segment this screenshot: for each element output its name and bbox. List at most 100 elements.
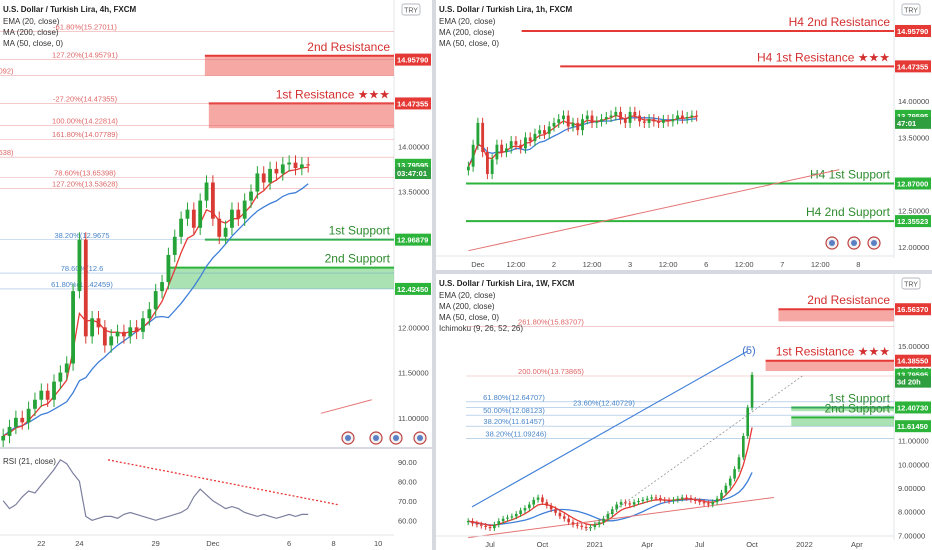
price-tag-res[interactable] — [895, 24, 931, 37]
indicator-legend-item[interactable]: MA (200, close) — [3, 28, 59, 37]
candle-body — [702, 502, 706, 504]
indicator-legend-item[interactable]: MA (50, close, 0) — [3, 39, 63, 48]
indicator-legend-item[interactable]: EMA (20, close) — [3, 17, 60, 26]
price-tag-res[interactable] — [395, 97, 431, 110]
price-tick-label: 8.00000 — [898, 508, 925, 517]
panel-divider-horizontal[interactable] — [436, 270, 932, 274]
candle-body — [545, 502, 549, 506]
candle-body — [680, 497, 684, 499]
fib-level-label: 161.80%(14.07789) — [52, 130, 118, 139]
zone-label-3: 2nd Support — [325, 252, 391, 266]
fib-level-label: 127.20%(13.53628) — [52, 179, 118, 188]
time-tick-label: Dec — [471, 260, 485, 269]
candle-body — [615, 504, 618, 510]
candle-body — [602, 518, 605, 523]
elliott-wave-label: (5) — [742, 345, 755, 357]
currency-badge[interactable] — [901, 3, 921, 16]
indicator-legend-item[interactable]: MA (50, close, 0) — [439, 313, 499, 322]
zone-label-1: 1st Resistance ★★★ — [776, 345, 890, 359]
currency-badge[interactable] — [401, 3, 421, 16]
price-tag-res[interactable] — [895, 303, 931, 316]
candle-body — [1, 435, 6, 441]
currency-badge-text: TRY — [404, 8, 418, 15]
candle-body — [96, 318, 101, 328]
panel-divider-vertical[interactable] — [432, 0, 436, 550]
price-tag-sup[interactable] — [895, 401, 931, 414]
price-tag-res[interactable] — [895, 60, 931, 73]
price-tag-timer[interactable] — [895, 375, 931, 388]
candle-body — [484, 525, 487, 527]
candle-body — [497, 521, 501, 525]
candle-body — [280, 164, 285, 174]
candle-body — [650, 497, 653, 499]
time-tick-label: Jul — [695, 540, 705, 549]
chart-title: U.S. Dollar / Turkish Lira, 4h, FXCM — [3, 5, 137, 14]
price-tag-timer[interactable] — [895, 116, 931, 129]
candle-body — [33, 399, 37, 409]
candle-body — [493, 524, 496, 529]
time-tick-label: 6 — [287, 539, 291, 548]
indicator-legend-item[interactable]: Ichimoku (9, 26, 52, 26) — [439, 324, 523, 333]
price-tag-res[interactable] — [395, 53, 431, 66]
candle-body — [524, 137, 527, 149]
price-tag-sup[interactable] — [895, 420, 931, 433]
trend-channel-line[interactable] — [471, 350, 749, 508]
candle-body — [223, 227, 228, 237]
candle-body — [554, 509, 557, 513]
candle-body — [628, 503, 632, 505]
rsi-legend[interactable]: RSI (21, close) — [3, 457, 56, 466]
candle-body — [115, 331, 120, 337]
price-tag-text: 47:01 — [897, 119, 916, 128]
rsi-trendline[interactable] — [107, 459, 339, 506]
price-tag-sup[interactable] — [895, 215, 931, 228]
price-tick-label: 12.50000 — [898, 207, 929, 216]
candle-body — [685, 117, 689, 119]
candle-body — [597, 522, 601, 525]
candle-body — [641, 499, 645, 501]
price-tag-sup[interactable] — [895, 177, 931, 190]
indicator-legend-item[interactable]: MA (200, close) — [439, 28, 495, 37]
price-tag-text: 12.87000 — [897, 179, 928, 188]
h4-chart[interactable]: 2nd Resistance 1st Resistance ★★★ 1st Supp… — [0, 0, 432, 550]
indicator-legend-item[interactable]: EMA (20, close) — [439, 17, 496, 26]
candle-body — [102, 327, 107, 346]
indicator-legend-item[interactable]: MA (200, close) — [439, 302, 495, 311]
price-tick-label: 11.00000 — [898, 437, 929, 446]
zone-label-3: 2nd Support — [825, 401, 891, 415]
zone-label-2: 1st Support — [329, 224, 391, 238]
price-tag-timer[interactable] — [395, 167, 431, 180]
candle-body — [39, 390, 44, 400]
currency-badge[interactable] — [901, 277, 921, 290]
candle-body — [217, 218, 222, 237]
zone-label-2: H4 1st Support — [810, 167, 891, 181]
candle-body — [698, 501, 701, 503]
candle-body — [663, 499, 667, 501]
price-tag-text: 12.96879 — [397, 236, 428, 245]
candle-body — [481, 122, 485, 153]
fib-level-label: 38.20%(12.9675 — [54, 231, 109, 240]
price-tag-res[interactable] — [895, 354, 931, 367]
candle-body — [523, 508, 527, 511]
candle-body — [637, 501, 640, 503]
fib-extension-ray[interactable] — [585, 374, 805, 531]
price-tick-label: 7.00000 — [898, 531, 925, 540]
candle-body — [654, 497, 658, 499]
candle-body — [693, 499, 697, 501]
indicator-legend-item[interactable]: EMA (20, close) — [439, 291, 496, 300]
price-tag-sup[interactable] — [395, 282, 431, 295]
time-tick-label: 22 — [37, 539, 45, 548]
price-tick-label: 12.00000 — [398, 323, 429, 332]
support-zone-2 — [791, 407, 894, 412]
price-tag-sup[interactable] — [395, 233, 431, 246]
resistance-zone-1 — [765, 360, 894, 371]
candle-body — [179, 218, 184, 237]
candle-body — [506, 517, 509, 519]
h1-chart-panel[interactable]: H4 2nd Resistance H4 1st Resistance ★★★ H4… — [436, 0, 932, 270]
h4-chart-panel[interactable]: 2nd Resistance 1st Resistance ★★★ 1st Supp… — [0, 0, 432, 550]
economic-event-flag-inner — [393, 435, 399, 441]
indicator-legend-item[interactable]: MA (50, close, 0) — [439, 39, 499, 48]
w1-chart-panel[interactable]: 2nd Resistance 1st Resistance ★★★ 1st Supp… — [436, 274, 932, 550]
h1-chart[interactable]: H4 2nd Resistance H4 1st Resistance ★★★ H4… — [436, 0, 932, 270]
candle-body — [645, 498, 649, 500]
